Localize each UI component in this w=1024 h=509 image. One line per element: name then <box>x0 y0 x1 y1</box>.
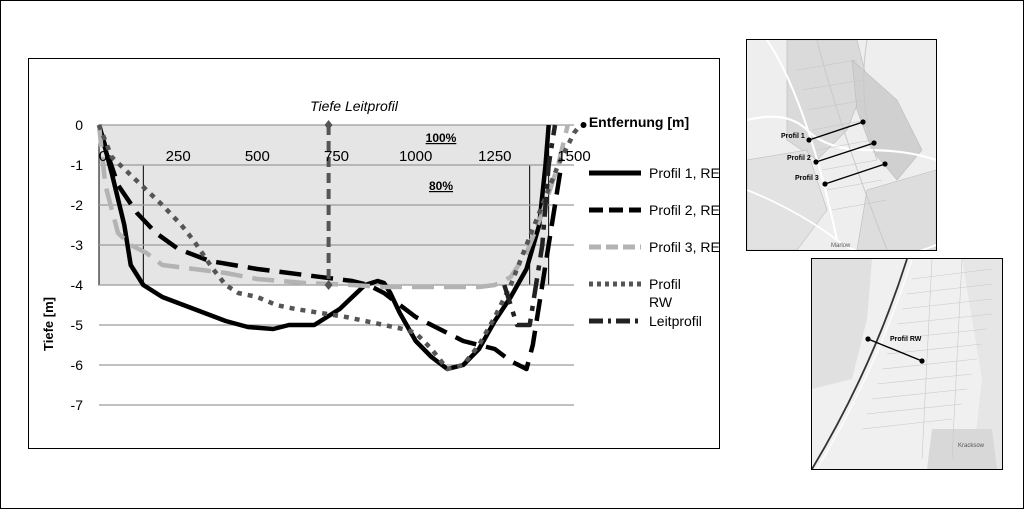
map-inset-top: Profil 1 Profil 2 Profil 3 Marlow <box>746 39 937 251</box>
legend-label: RW <box>649 294 673 310</box>
series-line-leitprofil <box>502 124 558 328</box>
map-label-profil-rw: Profil RW <box>890 336 922 343</box>
map-label-profil-3: Profil 3 <box>795 175 819 182</box>
y-tick-label: -6 <box>71 357 84 373</box>
series-line-profil-1-re <box>96 124 551 372</box>
map-label-kracksow: Kracksow <box>958 443 985 449</box>
map-railway <box>812 259 908 469</box>
x-tick-label: 1250 <box>478 148 511 165</box>
map-inset-bottom: Profil RW Kracksow <box>811 258 1003 470</box>
series-layer <box>96 120 587 372</box>
legend-label: Profil 1, RE <box>649 165 719 181</box>
y-tick-label: -4 <box>71 277 84 293</box>
grid <box>99 124 574 406</box>
y-axis-ticks: 0 -1 -2 -3 -4 -5 -6 -7 <box>71 117 84 413</box>
legend-label: Profil 3, RE <box>649 239 719 255</box>
map-profile-2-line <box>815 142 875 163</box>
chart-canvas: 0 -1 -2 -3 -4 -5 -6 -7 0 250 500 750 1000 1250 1500 T… <box>41 98 719 413</box>
legend-label: Leitprofil <box>649 313 702 329</box>
x-tick-label: 500 <box>245 148 270 165</box>
guide-marker-bottom <box>324 280 333 290</box>
series-line-profil-2-re <box>96 124 564 372</box>
y-tick-label: -1 <box>71 157 84 173</box>
x-tick-label: 250 <box>166 148 191 165</box>
map-bottom-drawing: Profil RW Kracksow <box>812 259 1002 469</box>
series-line-profil-3-re <box>96 124 570 290</box>
x-tick-label: 0 <box>99 148 107 165</box>
x-tick-label: 1000 <box>399 148 432 165</box>
map-profile-3-line <box>824 163 886 185</box>
y-tick-label: -3 <box>71 237 84 253</box>
y-tick-label: -2 <box>71 197 84 213</box>
chart-panel: 0 -1 -2 -3 -4 -5 -6 -7 0 250 500 750 1000 1250 1500 T… <box>28 58 720 449</box>
y-axis-label: Tiefe [m] <box>41 297 56 351</box>
map-label-profil-1: Profil 1 <box>781 133 805 140</box>
legend: Profil 1, RE Profil 2, RE Profil 3, RE Prof… <box>589 165 719 329</box>
y-tick-label: 0 <box>75 117 83 133</box>
region-100-label: 100% <box>426 131 457 145</box>
x-axis-label: Entfernung [m] <box>589 114 689 130</box>
legend-label: Profil <box>649 276 681 292</box>
series-end-marker <box>580 122 587 128</box>
map-profile-rw-line <box>867 338 923 362</box>
guide-marker-top <box>324 120 333 130</box>
map-label-marlow: Marlow <box>831 243 851 249</box>
y-tick-label: -5 <box>71 317 84 333</box>
region-80-label: 80% <box>429 179 453 193</box>
series-line-profil-rw <box>96 123 583 372</box>
map-top-drawing: Profil 1 Profil 2 Profil 3 Marlow <box>747 40 936 250</box>
x-axis-ticks: 0 250 500 750 1000 1250 1500 <box>99 148 591 165</box>
map-profile-1-line <box>808 121 864 141</box>
legend-label: Profil 2, RE <box>649 202 719 218</box>
chart-title: Tiefe Leitprofil <box>310 98 399 114</box>
y-tick-label: -7 <box>71 397 84 413</box>
x-tick-label: 1500 <box>557 148 590 165</box>
x-tick-label: 750 <box>324 148 349 165</box>
map-label-profil-2: Profil 2 <box>787 155 811 162</box>
